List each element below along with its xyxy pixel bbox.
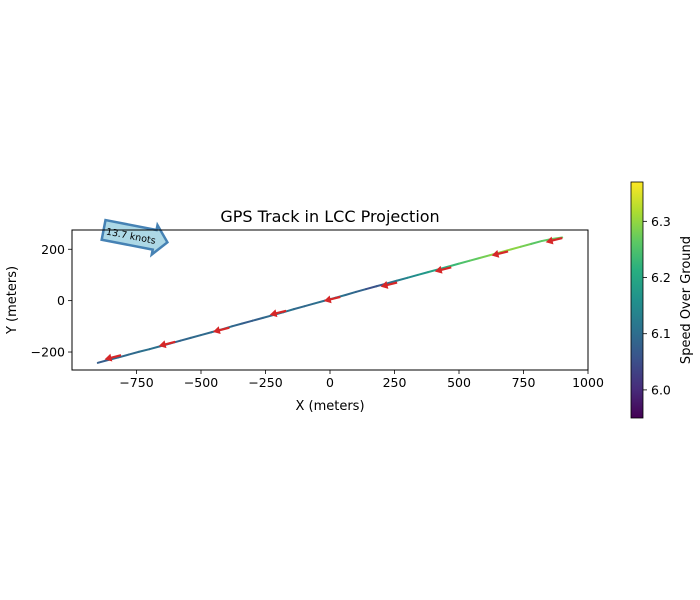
track-segment (117, 353, 130, 359)
track-segment (148, 345, 161, 351)
y-axis: −200 0 200 (31, 242, 72, 360)
heading-arrow (434, 265, 452, 274)
colorbar-ticks: 6.0 6.1 6.2 6.3 (643, 214, 671, 397)
track-segment (354, 288, 368, 293)
x-axis: −750 −500 −250 0 250 500 750 1000 (119, 370, 604, 390)
x-tick-label: 1000 (572, 375, 604, 390)
colorbar-tick-label: 6.0 (651, 382, 671, 397)
colorbar-label: Speed Over Ground (679, 236, 694, 364)
heading-arrow (491, 249, 509, 258)
x-axis-label: X (meters) (295, 399, 364, 414)
track-segment (344, 290, 357, 296)
track-segment (396, 276, 409, 282)
track-segment (416, 271, 430, 276)
y-tick-label: 0 (57, 293, 65, 308)
track-segment (313, 299, 326, 305)
heading-arrow (323, 295, 341, 304)
track-segment (230, 322, 244, 328)
x-tick-label: −750 (119, 375, 153, 390)
track-segment (138, 348, 151, 353)
track-segment (241, 319, 254, 325)
x-tick-label: 750 (512, 375, 536, 390)
heading-arrow (269, 309, 287, 318)
track-segment (458, 259, 471, 265)
plot-area: 13.7 knots (71, 218, 589, 371)
x-tick-label: 0 (326, 375, 334, 390)
track-segment (96, 358, 110, 364)
track-segment (365, 285, 378, 291)
heading-arrow (212, 326, 230, 335)
y-tick-label: 200 (41, 242, 65, 257)
track-segment (468, 257, 481, 262)
y-tick-label: −200 (31, 345, 65, 360)
wind-arrow-shape (100, 218, 170, 258)
track-segment (127, 350, 141, 356)
colorbar-tick-label: 6.1 (651, 326, 671, 341)
track-segment (303, 302, 316, 308)
heading-arrow (158, 340, 176, 349)
wind-annotation: 13.7 knots (100, 218, 170, 258)
heading-arrow (545, 236, 563, 245)
track-segment (509, 245, 522, 251)
x-tick-label: 500 (447, 375, 471, 390)
heading-arrow (380, 281, 398, 289)
track-segment (251, 316, 264, 322)
heading-arrow (104, 353, 122, 362)
track-segment (189, 334, 202, 339)
track-segment (200, 331, 213, 337)
track-segment (447, 262, 460, 268)
track-segment (385, 279, 399, 285)
track-segment (519, 242, 533, 248)
track-segment (478, 254, 491, 259)
track-segment (406, 273, 419, 279)
track-segment (292, 305, 306, 311)
x-tick-label: −250 (248, 375, 282, 390)
colorbar-gradient (630, 181, 644, 419)
heading-arrows (104, 236, 563, 362)
y-axis-label: Y (meters) (5, 266, 20, 335)
track-segment (179, 336, 192, 342)
colorbar-tick-label: 6.3 (651, 214, 671, 229)
track-segment (530, 240, 543, 245)
x-tick-label: 250 (383, 375, 407, 390)
x-tick-label: −500 (184, 375, 218, 390)
chart-title: GPS Track in LCC Projection (220, 207, 439, 226)
track-segment (261, 314, 275, 319)
colorbar-tick-label: 6.2 (651, 270, 671, 285)
colorbar: 6.0 6.1 6.2 6.3 Speed Over Ground (630, 181, 694, 419)
